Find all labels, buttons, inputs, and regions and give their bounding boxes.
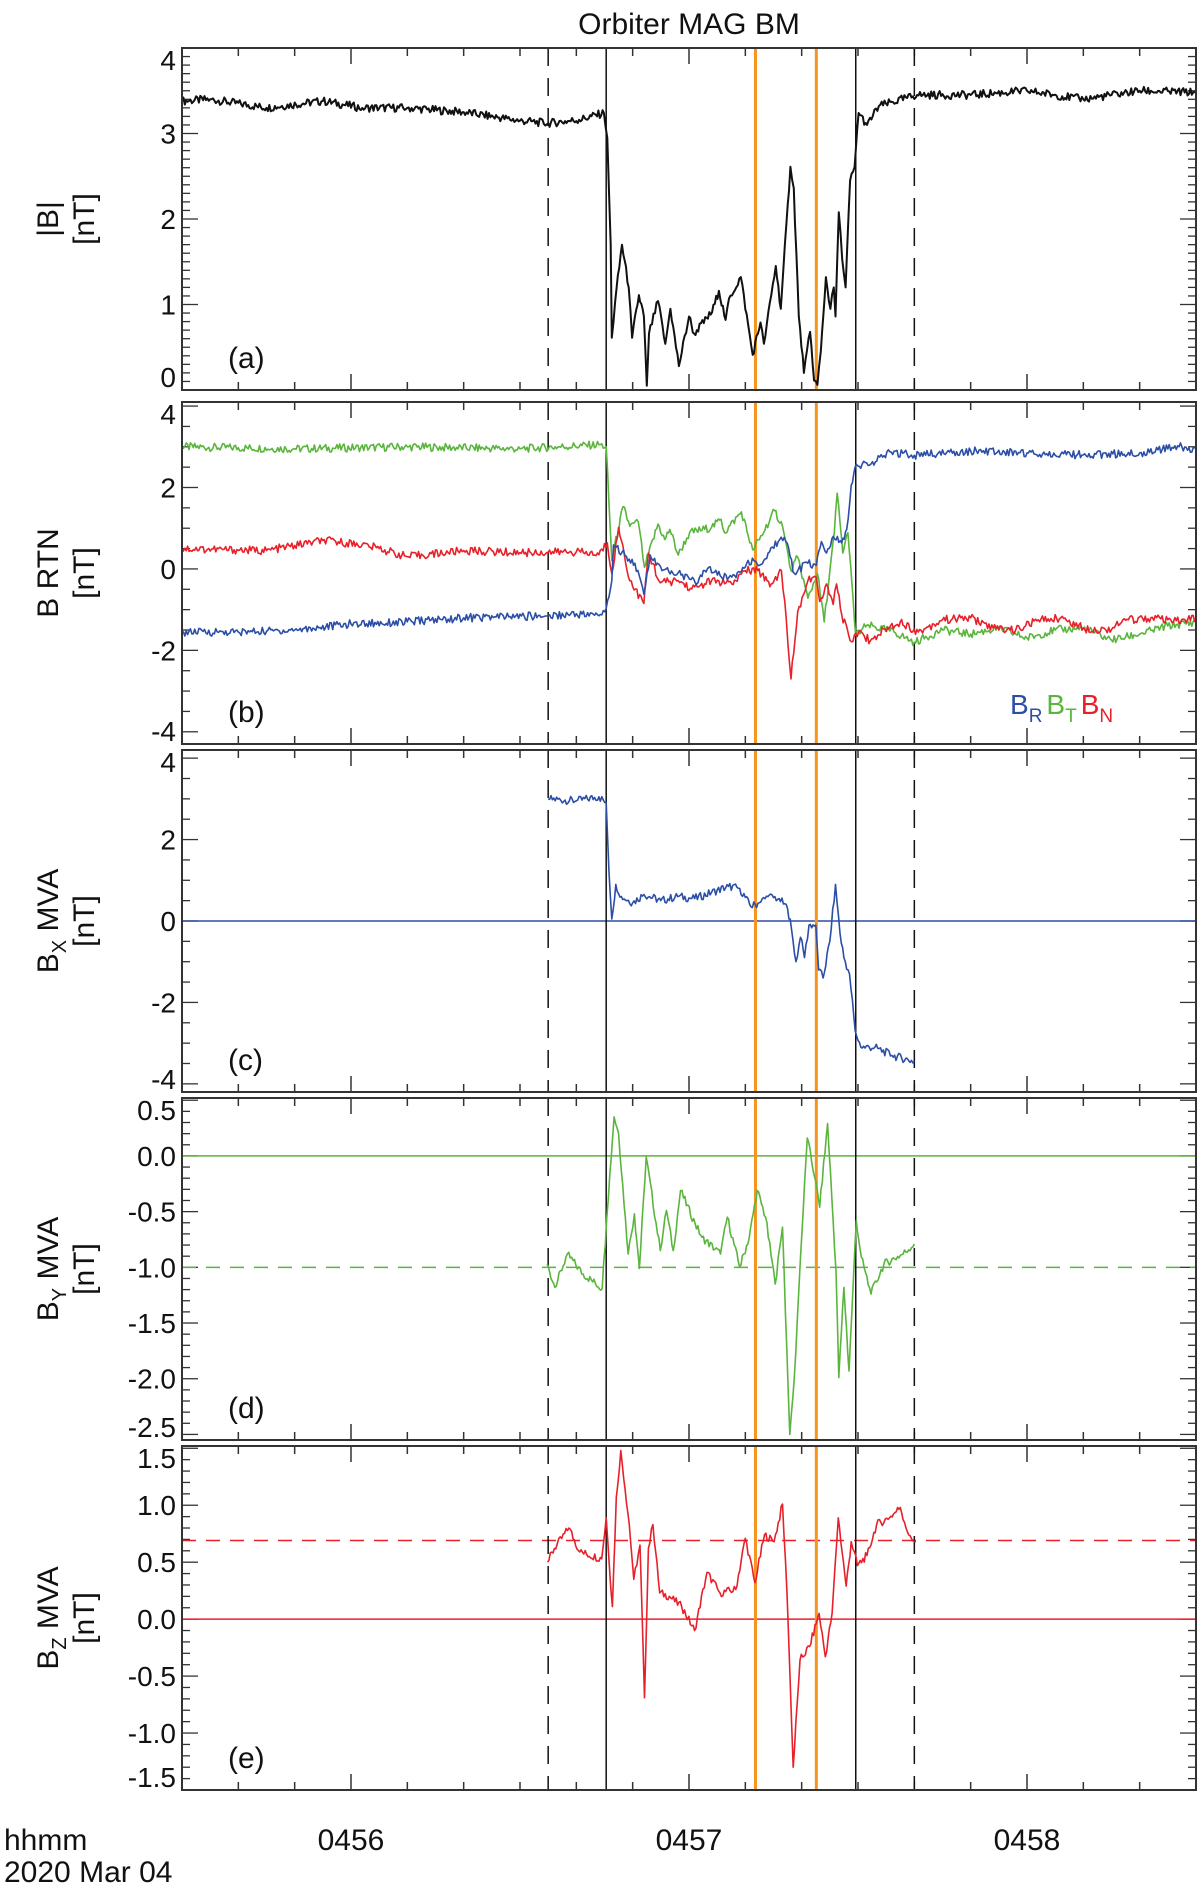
y-tick-label: 0.5 [137,1095,176,1126]
y-tick-label: -2 [151,635,176,666]
panel-label: (c) [228,1044,263,1077]
legend-item-subscript: N [1099,706,1113,727]
y-tick-label: 1.0 [137,1490,176,1521]
y-tick-label: -1.0 [128,1718,176,1749]
y-axis-label-main: B [32,953,65,973]
panel-frame [181,1097,1197,1441]
y-tick-label: -2 [151,987,176,1018]
y-axis-unit-label: [nT] [68,547,101,599]
y-tick-label: -4 [151,1064,176,1095]
panel-frame [181,749,1197,1093]
y-tick-label: 3 [160,119,176,150]
legend: BR BT BN [1010,689,1113,727]
panel-a: 0 1 2 3 4 (a) |B| [nT] [32,45,1197,393]
legend-item-n: B [1081,689,1100,720]
y-tick-label: 2 [160,473,176,504]
x-axis-row2-label: 2020 Mar 04 [4,1856,172,1886]
y-axis-label: |B| [32,201,65,237]
y-tick-label: 4 [160,399,176,430]
series-line-b-z-mva [546,1449,917,1768]
y-axis-label-subscript: X [49,940,71,953]
panel-label: (d) [228,1392,265,1425]
panel-e: 1.5 1.0 0.5 0.0 -0.5 -1.0 -1.5 (e) BZ MVA [nT] [32,1443,1197,1793]
panel-frame [181,47,1197,391]
y-tick-label: -0.5 [128,1661,176,1692]
y-tick-label: 2 [160,204,176,235]
y-tick-label: 0.5 [137,1547,176,1578]
y-tick-label: 4 [160,45,176,76]
panel-d: 0.5 0.0 -0.5 -1.0 -1.5 -2.0 -2.5 (d) BY MVA [nT] [32,1095,1197,1443]
y-axis-label-rest: MVA [32,869,65,940]
y-axis-label-subscript: Z [49,1637,71,1649]
panel-label: (e) [228,1742,265,1775]
series-line--b- [182,85,1196,387]
y-tick-label: -2.0 [128,1364,176,1395]
y-axis-unit-label: [nT] [68,1592,101,1644]
y-tick-label: 0.0 [137,1141,176,1172]
y-tick-label: 4 [160,747,176,778]
panel-label: (b) [228,696,265,729]
y-tick-label: -2.5 [128,1412,176,1443]
x-axis-row1-label: hhmm [4,1824,87,1857]
y-axis-label: BX MVA [32,869,71,973]
y-tick-label: -0.5 [128,1197,176,1228]
y-axis-label-subscript: Y [49,1288,71,1301]
y-axis-label: B RTN [32,528,65,617]
y-axis-label: BY MVA [32,1217,71,1321]
series-line-b-r [182,442,1196,637]
y-axis-unit-label: [nT] [68,1243,101,1295]
y-axis-unit-label: [nT] [68,193,101,245]
x-tick-label: 0458 [994,1824,1061,1857]
y-axis-label: BZ MVA [32,1566,71,1669]
y-tick-label: -1.5 [128,1762,176,1793]
y-tick-label: 0 [160,906,176,937]
legend-item-subscript: R [1029,706,1043,727]
legend-item-r: B [1010,689,1029,720]
chart-title: Orbiter MAG BM [578,8,800,41]
y-tick-label: 0 [160,362,176,393]
y-axis-unit-label: [nT] [68,895,101,947]
y-tick-label: 0 [160,554,176,585]
y-tick-label: -1.0 [128,1252,176,1283]
y-tick-label: 0.0 [137,1604,176,1635]
y-axis-label-rest: MVA [32,1566,65,1637]
panel-frame [181,1445,1197,1791]
series-line-b-n [182,526,1196,680]
y-tick-label: 2 [160,825,176,856]
panel-c: -4 -2 0 2 4 (c) BX MVA [nT] [32,747,1197,1095]
y-axis-label-rest: MVA [32,1217,65,1288]
legend-item-subscript: T [1065,706,1077,727]
y-axis-label-main: B [32,1650,65,1670]
series-line-b-x-mva [547,794,915,1064]
y-tick-label: 1 [160,290,176,321]
series-line-b-y-mva [546,1116,916,1436]
series-line-b-t [182,440,1196,647]
panel-label: (a) [228,342,265,375]
y-axis-label-main: |B| [32,201,65,237]
legend-item-t: B [1046,689,1065,720]
x-tick-label: 0457 [656,1824,723,1857]
panel-frame [181,401,1197,745]
y-tick-label: -1.5 [128,1308,176,1339]
y-axis-label-main: B RTN [32,528,65,617]
y-axis-label-main: B [32,1301,65,1321]
y-tick-label: 1.5 [137,1443,176,1474]
x-tick-label: 0456 [318,1824,385,1857]
y-tick-label: -4 [151,716,176,747]
